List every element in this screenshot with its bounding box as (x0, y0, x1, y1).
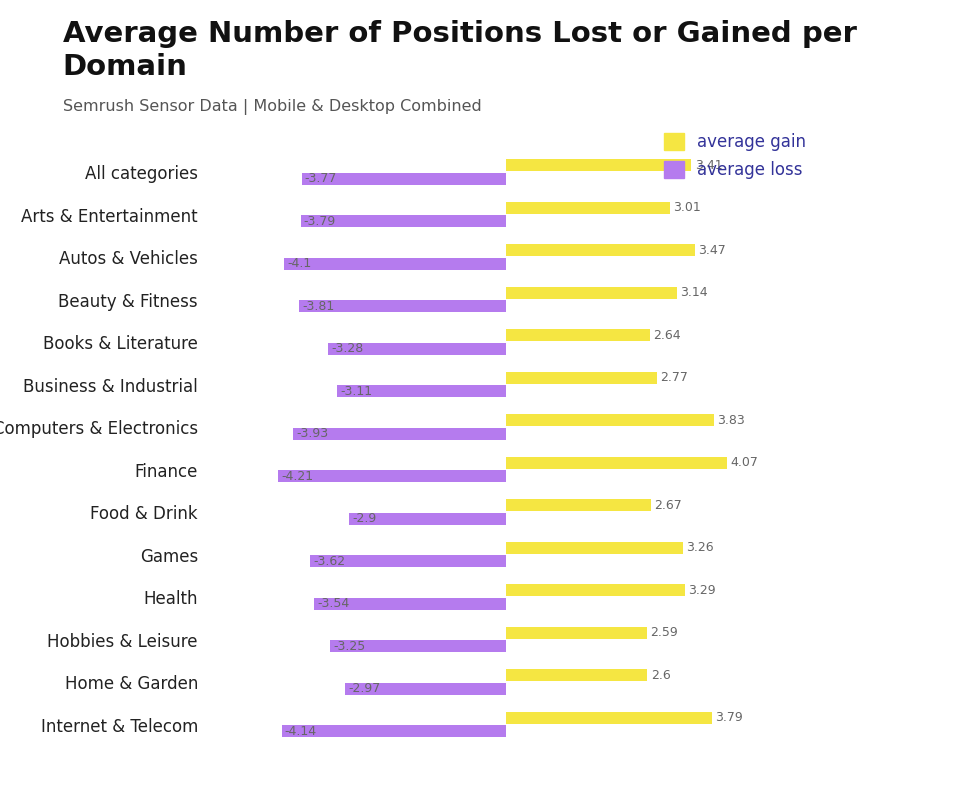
Text: -3.77: -3.77 (305, 172, 337, 186)
Bar (506, 160, 692, 171)
Text: -4.14: -4.14 (285, 725, 317, 738)
Text: 4.07: 4.07 (730, 457, 758, 469)
Text: 3.01: 3.01 (673, 201, 700, 214)
Text: -3.25: -3.25 (333, 640, 365, 653)
Text: 3.83: 3.83 (718, 414, 745, 427)
Bar (506, 542, 683, 554)
Text: -3.11: -3.11 (341, 385, 373, 398)
Legend: average gain, average loss: average gain, average loss (657, 126, 812, 186)
Text: 3.26: 3.26 (687, 541, 714, 555)
Text: -3.79: -3.79 (303, 215, 336, 228)
Text: -4.21: -4.21 (281, 470, 313, 483)
Text: Average Number of Positions Lost or Gained per
Domain: Average Number of Positions Lost or Gain… (63, 20, 857, 81)
Text: 2.59: 2.59 (650, 626, 678, 639)
Bar (506, 329, 649, 341)
Text: 3.79: 3.79 (715, 711, 743, 724)
Text: 3.29: 3.29 (688, 584, 716, 596)
Bar (506, 627, 647, 639)
Text: 2.64: 2.64 (653, 329, 680, 342)
Text: -3.54: -3.54 (318, 597, 350, 611)
Text: -3.81: -3.81 (302, 300, 335, 313)
Bar (506, 414, 714, 427)
Text: -2.97: -2.97 (349, 683, 381, 695)
Bar (506, 201, 669, 213)
Bar (300, 216, 506, 228)
Text: 2.6: 2.6 (651, 669, 670, 682)
Bar (337, 386, 506, 397)
Bar (293, 428, 506, 440)
Bar (506, 457, 727, 468)
Bar (314, 598, 506, 610)
Bar (277, 470, 506, 483)
Text: 3.14: 3.14 (680, 286, 707, 299)
Text: -3.28: -3.28 (331, 342, 364, 356)
Text: 2.67: 2.67 (654, 498, 682, 512)
Bar (299, 300, 506, 312)
Text: -4.1: -4.1 (287, 258, 311, 270)
Text: 3.47: 3.47 (697, 244, 725, 257)
Bar (349, 513, 506, 525)
Bar (329, 641, 506, 653)
Bar (506, 499, 651, 511)
Bar (310, 555, 506, 567)
Text: -3.93: -3.93 (297, 427, 328, 440)
Bar (506, 669, 647, 681)
Bar (506, 585, 685, 596)
Text: -3.62: -3.62 (313, 555, 345, 568)
Bar (506, 244, 695, 256)
Bar (301, 173, 506, 185)
Text: 3.41: 3.41 (695, 159, 723, 171)
Bar (506, 372, 657, 384)
Bar (281, 725, 506, 737)
Bar (345, 683, 506, 695)
Bar (284, 258, 506, 269)
Bar (506, 287, 677, 299)
Text: Semrush Sensor Data | Mobile & Desktop Combined: Semrush Sensor Data | Mobile & Desktop C… (63, 99, 481, 115)
Text: -2.9: -2.9 (352, 513, 377, 525)
Bar (506, 712, 712, 724)
Text: 2.77: 2.77 (660, 371, 688, 384)
Bar (328, 343, 506, 355)
